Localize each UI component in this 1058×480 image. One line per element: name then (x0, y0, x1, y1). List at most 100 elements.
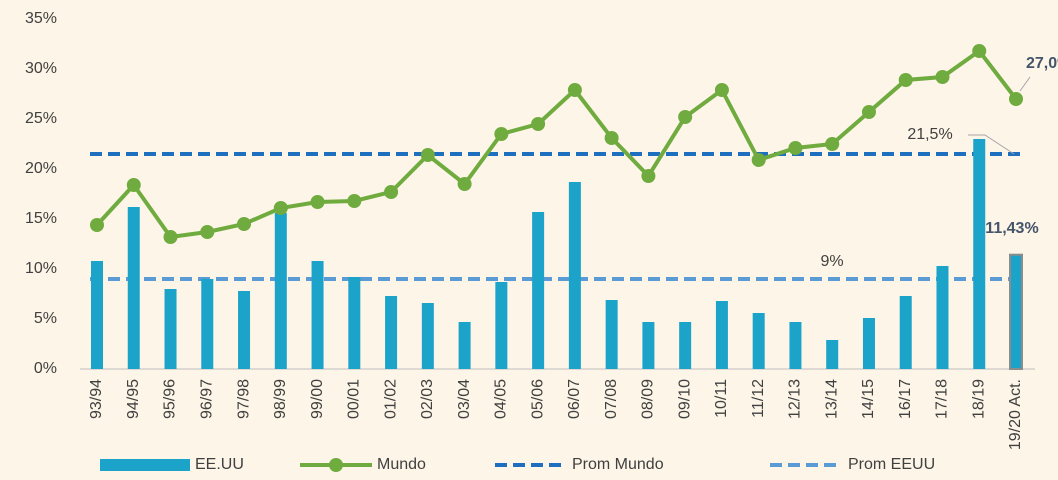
bar (238, 291, 251, 369)
x-tick-label: 98/99 (272, 379, 289, 419)
line-marker (310, 195, 325, 209)
line-marker (457, 177, 472, 191)
leader-line (1019, 76, 1031, 92)
bar (1009, 253, 1023, 370)
x-tick-label: 99/00 (309, 379, 326, 419)
x-tick-label: 97/98 (235, 379, 252, 419)
x-tick-label: 07/08 (603, 379, 620, 419)
x-tick-label: 12/13 (787, 379, 804, 419)
x-tick-label: 19/20 Act. (1007, 379, 1024, 450)
bar (936, 266, 949, 369)
y-tick-label: 15% (25, 210, 57, 227)
line-marker (751, 153, 766, 167)
bar (348, 277, 361, 369)
line-marker (825, 137, 840, 151)
bar (715, 301, 728, 369)
legend-label: Mundo (377, 456, 426, 473)
bar (164, 289, 177, 369)
reference-label: 21,5% (907, 126, 952, 143)
legend-label: EE.UU (195, 456, 244, 473)
x-tick-label: 96/97 (198, 379, 215, 419)
legend-swatch (100, 459, 190, 471)
legend-swatch (329, 458, 343, 472)
line-marker (1009, 92, 1023, 106)
bar (274, 213, 287, 369)
x-tick-label: 09/10 (676, 379, 693, 419)
leader-line (968, 134, 1015, 155)
bar (973, 139, 986, 369)
x-tick-label: 02/03 (419, 379, 436, 419)
line-marker (678, 110, 693, 124)
bar (532, 212, 545, 369)
legend-label: Prom Mundo (572, 456, 664, 473)
line-marker (898, 73, 913, 87)
line-marker (567, 83, 582, 97)
data-label: 27,0% (1026, 55, 1058, 72)
bar (91, 261, 103, 369)
x-tick-label: 17/18 (934, 379, 951, 419)
line-marker (604, 131, 619, 145)
bar (127, 207, 140, 369)
bar (201, 279, 214, 369)
y-tick-label: 20% (25, 160, 57, 177)
line-marker (935, 70, 950, 84)
line-marker (420, 148, 435, 162)
line (95, 48, 1018, 240)
y-tick-label: 35% (25, 10, 57, 27)
x-tick-label: 95/96 (162, 379, 179, 419)
bar (862, 318, 875, 369)
reference-label: 9% (820, 253, 843, 270)
x-tick-label: 04/05 (493, 379, 510, 419)
x-tick-label: 03/04 (456, 379, 473, 419)
x-tick-label: 13/14 (823, 379, 840, 419)
bar (789, 322, 802, 369)
x-tick-label: 16/17 (897, 379, 914, 419)
y-tick-label: 10% (25, 260, 57, 277)
x-tick-label: 93/94 (88, 379, 105, 419)
bar (568, 182, 581, 369)
bar (421, 303, 434, 369)
line-marker (641, 169, 656, 183)
line-marker (347, 194, 362, 208)
line-marker (788, 141, 803, 155)
bar (311, 261, 324, 369)
x-tick-label: 18/19 (970, 379, 987, 419)
x-tick-label: 05/06 (529, 379, 546, 419)
bar (826, 340, 839, 369)
line-marker (90, 218, 104, 232)
y-tick-label: 0% (34, 360, 57, 377)
line-marker (163, 230, 178, 244)
bar (495, 282, 508, 369)
bar (642, 322, 655, 369)
y-tick-label: 25% (25, 110, 57, 127)
line-marker (273, 201, 288, 215)
line-marker (384, 185, 399, 199)
y-tick-label: 30% (25, 60, 57, 77)
bar (605, 300, 618, 369)
x-tick-label: 10/11 (713, 379, 730, 418)
y-tick-label: 5% (34, 310, 57, 327)
bar (385, 296, 398, 369)
x-tick-label: 01/02 (382, 379, 399, 419)
legend-label: Prom EEUU (848, 456, 935, 473)
bar (752, 313, 765, 369)
x-tick-label: 11/12 (750, 379, 767, 418)
line-marker (237, 217, 252, 231)
x-tick-label: 14/15 (860, 379, 877, 419)
x-tick-label: 00/01 (346, 379, 363, 419)
line-marker (200, 225, 215, 239)
bar (458, 322, 471, 369)
x-tick-label: 08/09 (640, 379, 657, 419)
line-marker (861, 105, 876, 119)
bar (679, 322, 692, 369)
line-marker (972, 44, 987, 58)
data-label: 11,43% (985, 220, 1038, 237)
x-tick-label: 94/95 (125, 379, 142, 419)
bar (899, 296, 912, 369)
line-marker (494, 127, 509, 141)
x-tick-label: 06/07 (566, 379, 583, 419)
line-marker (531, 117, 546, 131)
line-marker (714, 83, 729, 97)
line-marker (126, 178, 141, 192)
